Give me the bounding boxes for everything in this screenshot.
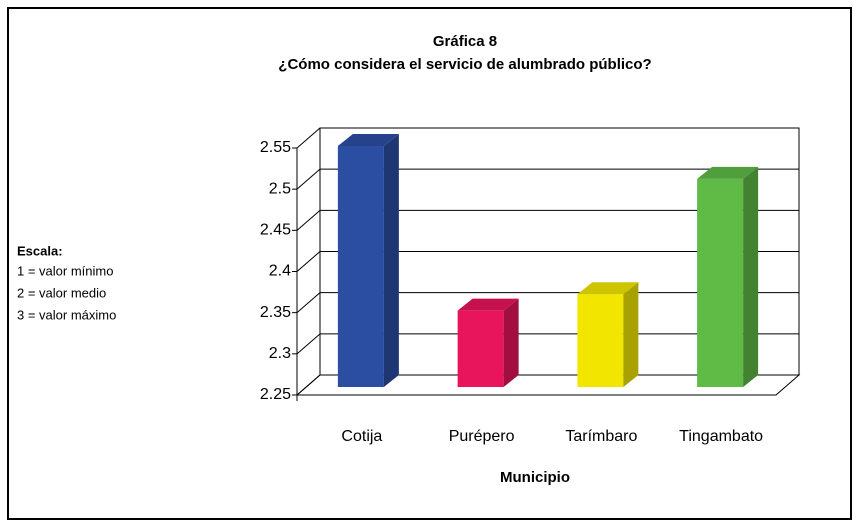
bar-top xyxy=(337,134,399,146)
y-tick-label: 2.35 xyxy=(260,304,291,321)
bar-top xyxy=(697,166,759,179)
y-tick-label: 2.25 xyxy=(260,386,291,403)
bar-side xyxy=(623,282,639,387)
bar xyxy=(577,294,624,387)
x-tick-label: Cotija xyxy=(341,428,382,445)
bar xyxy=(337,146,384,387)
bar-top xyxy=(577,282,639,295)
bar-side xyxy=(743,166,759,387)
grid-line xyxy=(296,251,321,272)
y-tick-label: 2.4 xyxy=(269,263,291,280)
bar-side xyxy=(503,298,519,387)
y-tick-label: 2.45 xyxy=(260,222,291,239)
grid-line xyxy=(296,209,321,231)
x-tick-label: Tarímbaro xyxy=(565,428,637,445)
annotation: 1 = valor mínimo xyxy=(17,263,113,278)
y-tick-label: 2.5 xyxy=(269,180,291,197)
annotation: 2 = valor medio xyxy=(17,285,106,300)
grid-line xyxy=(296,333,321,355)
chart-subtitle: ¿Cómo considera el servicio de alumbrado… xyxy=(278,56,651,73)
y-tick-label: 2.3 xyxy=(269,345,291,362)
x-tick-label: Purépero xyxy=(449,428,515,445)
grid-line xyxy=(296,374,321,396)
grid-line xyxy=(296,168,321,190)
annotation: Escala: xyxy=(17,243,63,258)
bar xyxy=(697,178,744,387)
annotation: 3 = valor máximo xyxy=(17,307,116,322)
grid-line xyxy=(296,127,321,149)
bar-top xyxy=(457,298,519,311)
bar xyxy=(457,310,504,387)
x-tick-label: Tingambato xyxy=(679,428,763,445)
y-tick-label: 2.55 xyxy=(260,139,291,156)
bar-side xyxy=(383,134,399,387)
grid-line xyxy=(296,292,321,314)
x-axis-label: Municipio xyxy=(500,469,570,486)
chart-title: Gráfica 8 xyxy=(433,33,497,50)
